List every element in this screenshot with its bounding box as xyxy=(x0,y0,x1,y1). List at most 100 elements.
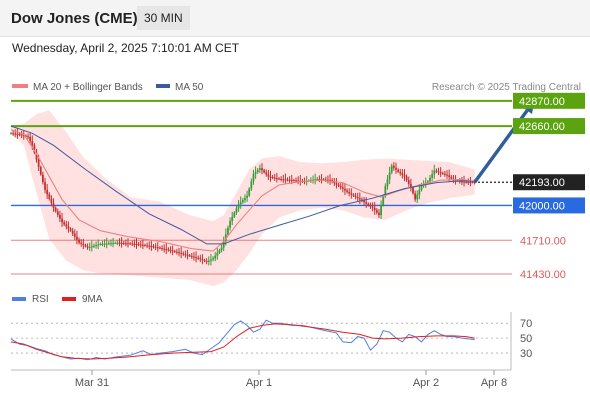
candle-body xyxy=(335,183,338,185)
candle-body xyxy=(371,206,374,208)
candle-body xyxy=(207,260,210,262)
candle-body xyxy=(416,194,419,200)
candle-body xyxy=(254,172,257,175)
candle-body xyxy=(395,167,397,170)
candle-body xyxy=(365,202,368,204)
candle-body xyxy=(341,187,344,189)
candle-body xyxy=(458,180,461,182)
candle-body xyxy=(139,244,142,246)
x-tick-label: Apr 1 xyxy=(246,377,272,389)
candle-body xyxy=(42,174,44,183)
candle-body xyxy=(80,242,83,244)
candle-body xyxy=(454,180,457,182)
candle-body xyxy=(265,172,268,175)
candle-body xyxy=(418,189,421,195)
candle-body xyxy=(261,168,263,171)
candle-body xyxy=(401,173,404,175)
candle-body xyxy=(229,221,231,228)
candle-body xyxy=(403,174,406,177)
candle-body xyxy=(333,181,336,184)
candle-body xyxy=(190,255,193,257)
candle-body xyxy=(227,227,229,235)
candle-body xyxy=(322,179,325,181)
candle-body xyxy=(124,243,127,245)
candle-body xyxy=(437,171,440,173)
candle-body xyxy=(441,172,444,174)
candle-body xyxy=(44,182,46,190)
candle-body xyxy=(429,177,431,182)
level-labels: 42870.00 42660.00 42193.00 42000.00 41710.00… xyxy=(513,92,585,281)
candle-body xyxy=(350,193,353,195)
candle-body xyxy=(250,181,253,189)
candle-body xyxy=(324,179,327,181)
candle-body xyxy=(433,170,436,175)
interval-button[interactable]: 30 MIN xyxy=(137,6,190,30)
candle-body xyxy=(373,207,376,211)
rsi-tick-label: 30 xyxy=(520,348,532,360)
candle-body xyxy=(220,247,223,251)
candle-body xyxy=(116,242,119,244)
level-label-box xyxy=(513,118,585,135)
candle-body xyxy=(290,179,293,181)
candle-body xyxy=(10,133,12,135)
candle-body xyxy=(18,134,21,136)
candle-body xyxy=(84,245,87,247)
candle-body xyxy=(420,184,423,190)
candle-body xyxy=(367,203,370,206)
chart-header: Dow Jones (CME) 30 MIN xyxy=(0,0,590,37)
rsi-line xyxy=(10,319,475,361)
candle-body xyxy=(384,186,387,196)
candle-body xyxy=(199,258,202,260)
candle-body xyxy=(99,243,102,245)
candle-body xyxy=(88,246,91,248)
candle-body xyxy=(35,152,38,160)
candle-body xyxy=(61,218,63,223)
candle-body xyxy=(292,180,295,182)
candle-body xyxy=(54,207,57,212)
candle-body xyxy=(107,243,110,245)
candle-body xyxy=(212,258,214,260)
candle-body xyxy=(263,170,266,173)
candle-body xyxy=(71,230,74,234)
watermark: Research © 2025 Trading Central xyxy=(432,82,581,93)
price-panel xyxy=(10,99,535,287)
candle-body xyxy=(346,190,348,192)
candle-body xyxy=(118,242,121,244)
candle-body xyxy=(171,250,174,252)
rsi-ma-line xyxy=(10,323,475,360)
candle-body xyxy=(56,211,59,216)
candle-body xyxy=(390,165,393,173)
rsi-tick-label: 70 xyxy=(520,318,532,330)
level-label-box xyxy=(513,174,585,191)
candle-body xyxy=(409,183,412,188)
candle-body xyxy=(105,243,108,245)
candle-body xyxy=(244,197,246,201)
candle-body xyxy=(380,205,382,216)
candle-body xyxy=(405,176,408,181)
x-tick-label: Mar 31 xyxy=(75,377,109,389)
candle-body xyxy=(239,202,242,205)
candle-body xyxy=(386,179,389,187)
candle-body xyxy=(129,243,132,245)
candle-body xyxy=(158,247,161,249)
candle-body xyxy=(144,245,146,247)
candle-body xyxy=(76,236,78,240)
candle-body xyxy=(378,212,380,216)
legend-label-ma20: MA 20 + Bollinger Bands xyxy=(33,82,143,93)
candle-body xyxy=(169,249,172,251)
candle-body xyxy=(131,243,134,245)
candle-body xyxy=(150,246,153,248)
candle-body xyxy=(103,243,106,245)
candle-body xyxy=(246,195,248,198)
level-label-box xyxy=(513,197,585,214)
candle-body xyxy=(180,252,183,254)
candle-body xyxy=(275,178,278,180)
level-label: 42660.00 xyxy=(519,121,565,133)
candle-body xyxy=(352,194,355,196)
x-axis-ticks: Mar 31 Apr 1 Apr 2 Apr 8 xyxy=(75,370,507,389)
candle-body xyxy=(146,245,149,247)
candle-body xyxy=(426,181,429,183)
candle-body xyxy=(461,181,463,183)
candle-body xyxy=(286,179,289,181)
